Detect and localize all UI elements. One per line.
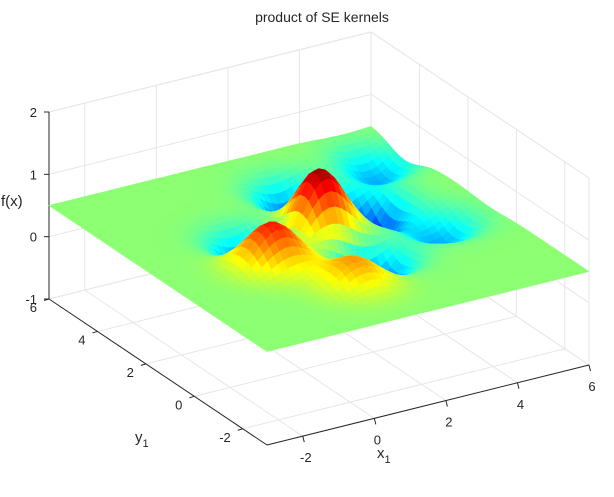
x-tick-label: 6: [588, 379, 595, 394]
side-wall-gridline: [370, 93, 590, 241]
x-tick-mark: [445, 400, 448, 407]
x-tick-label: 2: [445, 415, 452, 430]
z-axis-label: f(x): [1, 193, 23, 210]
x-tick-mark: [302, 435, 305, 443]
y-axis-label: y1: [135, 429, 149, 450]
x-tick-label: 0: [374, 432, 381, 447]
back-wall-gridline: [48, 93, 372, 175]
floor-gridline: [84, 289, 304, 437]
y-tick-label: 2: [127, 365, 134, 380]
z-tick-label: 1: [30, 167, 37, 182]
chart-title: product of SE kernels: [255, 9, 389, 25]
y-tick-mark: [92, 330, 98, 334]
x-axis-line: [266, 364, 590, 446]
x-tick-label: -2: [300, 450, 312, 465]
y-axis-line: [48, 298, 268, 446]
y-tick-label: 4: [78, 332, 85, 347]
y-tick-label: 6: [30, 300, 37, 315]
box-edge: [370, 31, 590, 179]
x-tick-mark: [516, 382, 520, 389]
x-tick-mark: [373, 418, 377, 425]
x-tick-mark: [588, 364, 591, 372]
y-tick-mark: [140, 363, 147, 366]
x-tick-label: 4: [517, 397, 524, 412]
y-tick-mark: [237, 428, 243, 431]
x-axis-label: x1: [377, 445, 391, 466]
y-tick-label: 0: [175, 397, 182, 412]
y-tick-mark: [189, 395, 195, 399]
z-tick-label: 0: [30, 230, 37, 245]
surface-patch: [578, 268, 590, 274]
floor-gridline: [194, 315, 517, 397]
box-edge: [48, 31, 372, 113]
surface: [48, 126, 590, 352]
y-tick-label: -2: [219, 430, 231, 445]
z-tick-label: -1: [25, 292, 37, 307]
z-tick-label: 2: [30, 105, 37, 120]
axes-layer: [43, 111, 591, 446]
floor-gridline: [242, 348, 565, 430]
